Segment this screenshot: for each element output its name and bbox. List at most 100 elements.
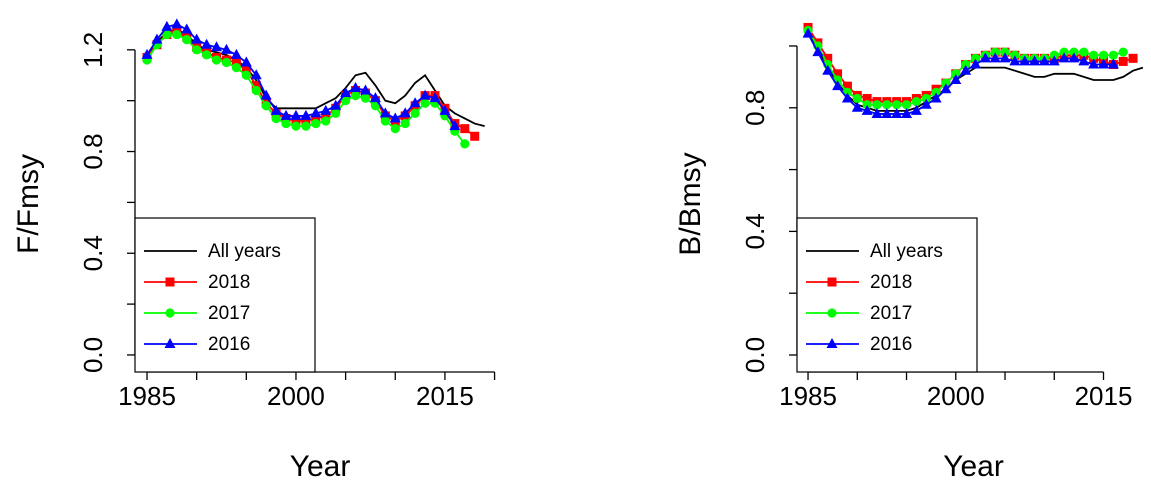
legend-box <box>796 217 978 373</box>
series-line <box>146 23 456 127</box>
marker-circle <box>901 100 912 110</box>
marker-triangle <box>901 107 913 118</box>
marker-triangle <box>1019 55 1031 66</box>
marker-triangle <box>399 107 411 118</box>
marker-triangle <box>419 89 431 100</box>
x-tick-label: 1985 <box>118 381 176 411</box>
marker-triangle <box>861 104 873 115</box>
marker-circle <box>1000 47 1010 57</box>
marker-square <box>460 124 470 134</box>
marker-circle <box>961 59 971 70</box>
marker-circle <box>400 118 410 129</box>
x-tick-label: 2015 <box>1075 381 1133 411</box>
marker-triangle <box>240 56 252 67</box>
marker-circle <box>201 50 212 60</box>
marker-circle <box>1089 50 1099 60</box>
marker-circle <box>970 53 981 63</box>
marker-circle <box>1069 47 1079 57</box>
marker-triangle <box>181 23 193 34</box>
marker-circle <box>990 47 1000 57</box>
marker-circle <box>941 78 951 88</box>
marker-triangle <box>999 52 1011 63</box>
marker-circle <box>172 29 182 40</box>
legend-label: All years <box>208 241 281 262</box>
marker-triangle <box>989 52 1001 63</box>
marker-circle <box>370 101 381 111</box>
marker-circle <box>231 63 241 73</box>
marker-triangle <box>969 58 981 69</box>
x-tick-label: 2000 <box>267 381 325 411</box>
marker-circle <box>1108 50 1118 60</box>
legend-label: 2017 <box>870 303 912 324</box>
legend-box <box>134 217 316 373</box>
marker-square <box>1128 53 1138 63</box>
marker-circle <box>221 57 232 68</box>
x-tick-label: 2000 <box>927 381 985 411</box>
marker-circle <box>360 93 371 103</box>
legend-label: 2016 <box>870 334 912 355</box>
marker-circle <box>852 93 862 104</box>
legend-marker <box>165 277 175 287</box>
x-axis-title: Year <box>943 450 1004 483</box>
marker-triangle <box>280 109 292 120</box>
marker-triangle <box>1038 55 1050 66</box>
marker-triangle <box>151 33 163 44</box>
marker-circle <box>460 139 470 149</box>
marker-triangle <box>851 101 863 112</box>
marker-circle <box>251 85 261 96</box>
marker-triangle <box>201 38 213 49</box>
marker-triangle <box>910 104 922 115</box>
marker-triangle <box>260 89 272 100</box>
marker-triangle <box>1058 52 1070 63</box>
marker-triangle <box>1009 55 1021 66</box>
marker-triangle <box>379 107 391 118</box>
marker-triangle <box>881 107 893 118</box>
marker-triangle <box>141 48 153 59</box>
marker-square <box>862 94 872 104</box>
legend-marker <box>165 308 175 318</box>
marker-circle <box>862 100 872 110</box>
marker-triangle <box>841 92 853 103</box>
x-tick-label: 2015 <box>416 381 474 411</box>
y-tick-label: 0.8 <box>78 133 108 169</box>
marker-circle <box>241 70 251 80</box>
marker-square <box>301 116 311 126</box>
marker-triangle <box>871 107 883 118</box>
marker-triangle <box>230 48 242 59</box>
marker-circle <box>341 96 351 106</box>
marker-square <box>291 116 301 126</box>
marker-circle <box>192 45 202 55</box>
marker-square <box>833 69 843 79</box>
y-tick-label: 0.8 <box>740 90 770 126</box>
marker-triangle <box>891 107 903 118</box>
legend-label: 2018 <box>870 272 912 293</box>
marker-circle <box>420 98 430 108</box>
legend-marker <box>826 338 838 348</box>
marker-triangle <box>250 69 262 80</box>
marker-triangle <box>350 81 362 92</box>
x-axis-title: Year <box>290 450 351 483</box>
marker-triangle <box>1029 55 1041 66</box>
marker-triangle <box>950 73 962 84</box>
marker-circle <box>182 35 192 45</box>
marker-triangle <box>822 64 834 75</box>
marker-triangle <box>1068 52 1080 63</box>
legend-marker <box>827 277 837 287</box>
marker-circle <box>281 118 291 129</box>
marker-triangle <box>940 83 952 94</box>
marker-circle <box>1098 50 1109 60</box>
marker-triangle <box>802 27 814 38</box>
marker-triangle <box>290 109 302 120</box>
marker-triangle <box>310 107 322 118</box>
marker-triangle <box>930 92 942 103</box>
marker-square <box>1118 56 1128 66</box>
marker-triangle <box>300 109 312 120</box>
marker-circle <box>1059 47 1069 57</box>
marker-circle <box>892 100 902 110</box>
marker-triangle <box>369 92 381 103</box>
marker-circle <box>211 55 222 65</box>
marker-triangle <box>449 120 461 131</box>
marker-square <box>231 58 241 68</box>
